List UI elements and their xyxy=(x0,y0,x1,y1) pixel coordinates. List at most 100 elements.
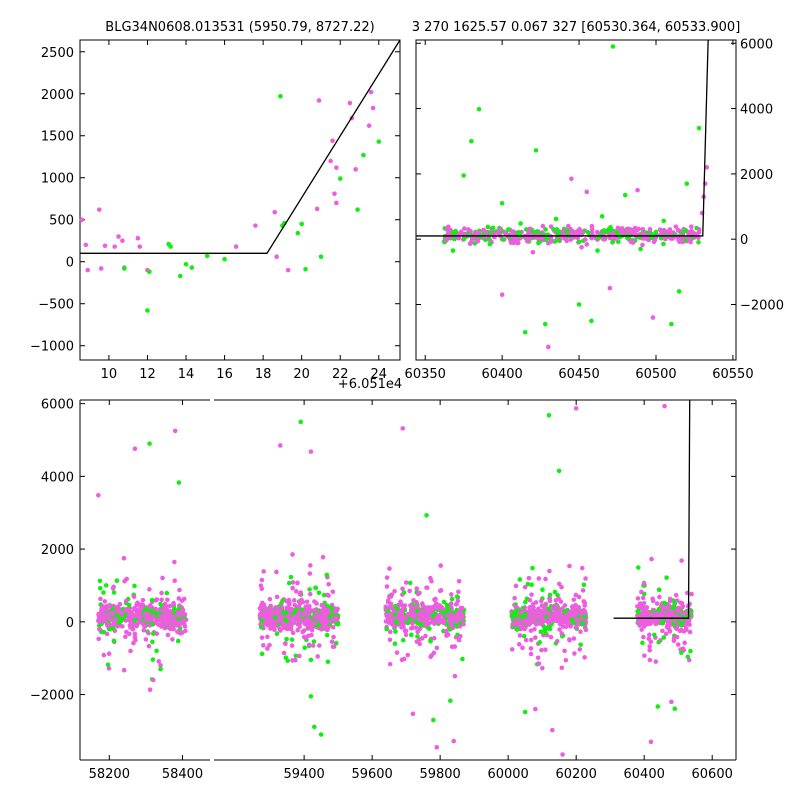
data-point xyxy=(135,610,141,615)
data-point xyxy=(649,618,655,624)
data-point xyxy=(151,631,156,636)
data-point xyxy=(415,591,421,597)
data-point xyxy=(376,139,382,144)
data-point xyxy=(428,575,433,581)
panel-top-left: 10 12 14 16 18 20 22 24 −1000 −500 0 500 1000 1500 200… xyxy=(30,39,401,382)
data-point xyxy=(542,604,548,610)
data-point xyxy=(434,606,440,611)
data-point xyxy=(529,592,534,597)
data-point xyxy=(527,597,533,603)
data-point xyxy=(460,614,465,619)
data-point xyxy=(285,658,290,664)
data-point xyxy=(107,602,113,608)
data-point xyxy=(528,628,534,633)
data-point xyxy=(679,650,684,656)
data-point xyxy=(153,606,159,612)
data-point xyxy=(452,618,457,623)
data-point xyxy=(640,640,645,646)
data-point xyxy=(334,200,339,206)
data-point xyxy=(423,623,428,628)
data-point xyxy=(330,624,336,630)
x-tick-label: 58400 xyxy=(162,767,203,782)
data-point xyxy=(538,612,544,617)
data-point xyxy=(299,221,304,227)
data-point xyxy=(318,254,324,259)
data-point xyxy=(444,633,449,638)
data-point xyxy=(569,176,574,182)
data-point xyxy=(284,636,289,642)
data-point xyxy=(610,44,616,49)
data-point xyxy=(511,229,516,234)
data-point xyxy=(522,584,528,590)
data-point xyxy=(328,158,333,164)
data-point xyxy=(332,609,338,614)
data-point xyxy=(146,643,152,649)
data-point xyxy=(556,468,562,474)
data-point xyxy=(411,605,417,611)
data-point xyxy=(650,315,656,320)
data-point xyxy=(414,586,420,591)
data-point xyxy=(111,622,116,627)
data-point xyxy=(658,228,664,234)
data-point xyxy=(689,591,694,597)
data-point xyxy=(454,602,459,607)
data-point xyxy=(320,554,326,560)
data-point xyxy=(583,576,588,581)
y-tick-label: 2000 xyxy=(41,88,74,103)
data-point xyxy=(384,575,390,580)
data-point xyxy=(533,706,538,712)
data-point xyxy=(290,585,295,591)
data-point xyxy=(449,596,455,602)
data-point xyxy=(546,344,551,350)
data-point xyxy=(546,412,552,418)
y-tick-label: 1000 xyxy=(41,172,74,187)
data-point xyxy=(581,609,586,614)
x-tick-label: 60400 xyxy=(481,367,522,382)
data-point xyxy=(456,589,461,595)
data-point xyxy=(564,228,570,234)
data-point xyxy=(177,273,183,279)
data-point xyxy=(578,229,584,235)
data-point xyxy=(368,89,374,95)
data-point xyxy=(97,585,103,591)
data-point xyxy=(495,230,500,235)
data-point xyxy=(122,266,127,271)
data-point xyxy=(313,585,318,591)
data-point xyxy=(573,406,579,411)
data-point xyxy=(170,637,175,642)
data-point xyxy=(544,237,549,242)
data-point xyxy=(533,148,539,153)
y-tick-label: 6000 xyxy=(41,398,74,413)
data-point xyxy=(431,717,436,723)
data-point xyxy=(291,615,296,620)
data-point xyxy=(165,597,170,603)
data-point xyxy=(132,631,138,637)
data-point xyxy=(333,640,339,646)
data-point xyxy=(547,568,552,574)
data-point xyxy=(85,267,91,273)
data-point xyxy=(527,615,533,621)
data-point xyxy=(610,240,615,245)
data-point xyxy=(573,617,579,623)
data-point xyxy=(642,622,648,628)
data-point xyxy=(499,292,505,297)
data-point xyxy=(607,235,613,241)
data-point xyxy=(309,632,314,638)
data-point xyxy=(543,615,549,620)
data-point xyxy=(667,629,673,634)
data-point xyxy=(293,589,299,594)
data-point xyxy=(302,621,308,627)
data-point xyxy=(318,732,324,737)
data-point xyxy=(140,602,146,608)
data-point xyxy=(277,626,283,632)
data-point xyxy=(573,232,579,238)
data-point xyxy=(302,609,308,614)
data-point xyxy=(580,588,586,593)
data-point xyxy=(276,618,282,624)
data-point xyxy=(485,224,491,230)
data-point xyxy=(658,235,664,241)
data-point xyxy=(517,633,523,638)
data-point xyxy=(104,631,110,637)
data-point xyxy=(272,627,277,633)
data-point xyxy=(385,598,391,604)
